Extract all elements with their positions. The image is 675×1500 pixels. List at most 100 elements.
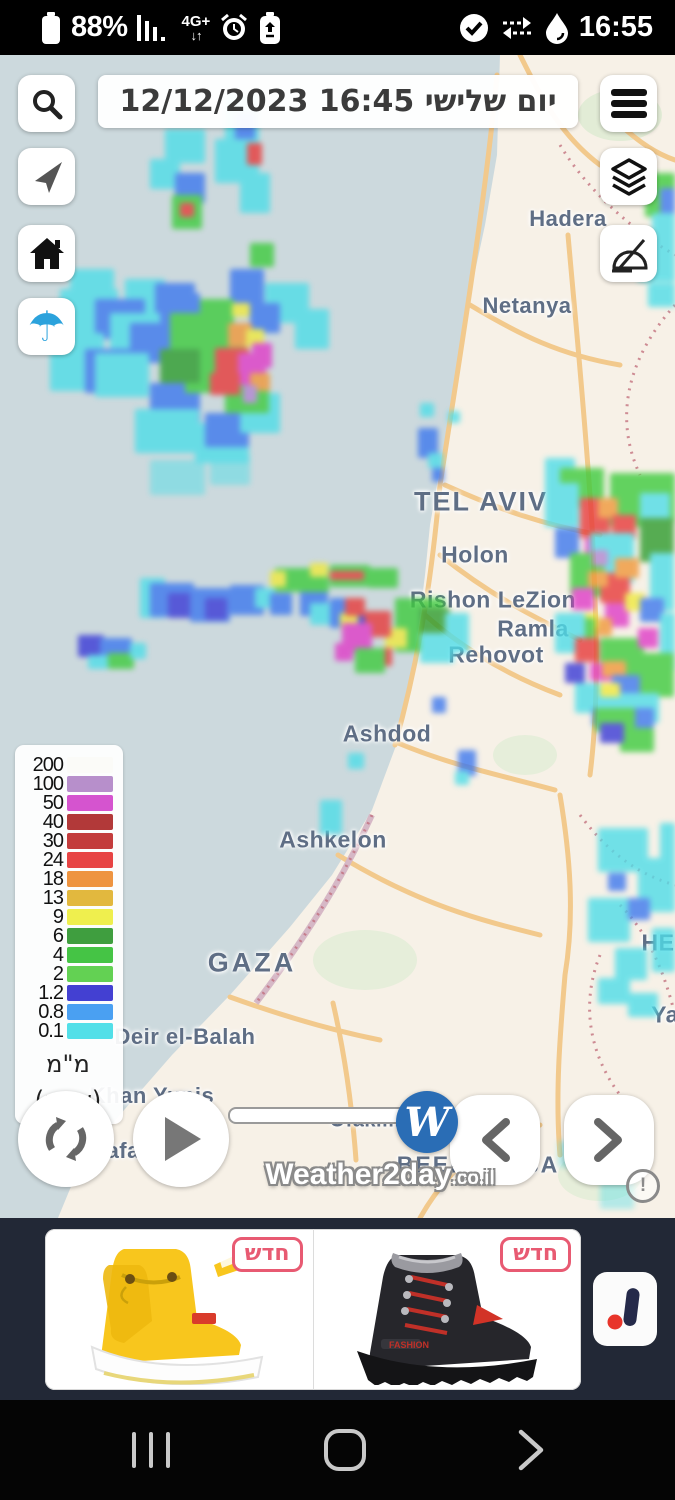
data-sync-icon [499,14,535,42]
legend-swatch [67,794,113,811]
legend-row: 30 [21,829,115,852]
watermark: Weather2day.co.il [230,1158,530,1192]
ad-product-yellow-boots[interactable]: חדש [45,1229,313,1390]
navigation-arrow-icon [34,161,62,193]
legend-value: 200 [32,753,64,776]
city-label: Deir el-Balah [114,1024,256,1049]
legend-row: 100 [21,774,115,794]
legend-row: 40 [21,810,115,833]
hamburger-menu-icon [610,88,647,118]
legend-value: 13 [42,886,64,909]
measure-button[interactable] [600,225,657,282]
ad-banner[interactable]: חדש חדש [0,1218,675,1400]
home-button[interactable] [18,225,75,282]
chevron-right-icon [594,1118,622,1162]
city-label: Ashdod [342,720,432,747]
back-button[interactable] [517,1429,545,1471]
home-nav-button[interactable] [323,1428,367,1472]
joom-logo-icon [607,1288,640,1330]
weather2day-logo: W [396,1091,458,1153]
legend-swatch [67,927,113,944]
legend-value: 0.1 [38,1019,64,1042]
legend-swatch [67,832,113,849]
legend-value: 2 [52,962,64,985]
watermark-main: Weather2day [265,1158,452,1191]
legend-row: 13 [21,886,115,909]
watermark-suffix: .co.il [451,1168,495,1189]
legend-value: 24 [42,848,64,871]
umbrella-icon: ☂ [27,301,66,351]
legend-row: 2 [21,962,115,985]
legend-row: 50 [21,793,115,813]
datetime-header[interactable]: 12/12/2023 16:45 יום שלישי [98,75,578,128]
city-label: GAZA [207,947,297,978]
new-badge: חדש [500,1237,571,1272]
info-button[interactable]: ! [626,1169,660,1203]
check-circle-icon [458,12,490,44]
alarm-clock-icon [219,13,249,43]
network-arrows: ↓↑ [190,27,202,43]
city-label: Ashkelon [279,826,387,853]
legend-value: 4 [52,943,64,966]
legend-swatch [67,946,113,963]
legend-swatch [67,851,113,868]
protractor-icon [611,238,648,272]
legend-row: 4 [21,943,115,966]
legend-row: 9 [21,907,115,927]
play-button[interactable] [133,1091,229,1187]
my-location-button[interactable] [18,148,75,205]
refresh-button[interactable] [18,1091,114,1187]
city-label: Rehovot [448,641,544,668]
legend-unit-mm: מ"מ [46,1050,90,1078]
rain-layer-button[interactable]: ☂ [18,298,75,355]
legend-row: 1.2 [21,981,115,1004]
new-badge: חדש [231,1237,303,1272]
legend-swatch [67,813,113,830]
previous-frame-button[interactable] [450,1095,540,1185]
signal-bars-icon [136,13,171,43]
next-frame-button[interactable] [564,1095,654,1185]
legend-row: 24 [21,848,115,871]
legend-value: 1.2 [38,981,64,1004]
recents-button[interactable] [130,1431,172,1469]
city-label: Hadera [529,206,607,231]
city-label: TEL AVIV [413,486,549,517]
play-icon [165,1117,201,1161]
legend-value: 40 [42,810,64,833]
search-button[interactable] [18,75,75,132]
ad-product-black-boots[interactable]: חדש FASHION [312,1229,582,1390]
battery-saver-icon [258,11,282,44]
legend-value: 30 [42,829,64,852]
legend-swatch [67,965,113,982]
city-label: Ya [651,1001,675,1028]
legend-swatch [67,984,113,1001]
city-label: Netanya [482,293,572,318]
svg-text:FASHION: FASHION [389,1340,429,1350]
menu-button[interactable] [600,75,657,132]
radar-map[interactable]: Hadera Netanya TEL AVIV Holon Rishon LeZion R… [0,55,675,1218]
legend-swatch [67,870,113,887]
network-type-indicator: 4G+ ↓↑ [182,14,211,42]
city-label: Holon [441,541,509,568]
search-icon [32,89,62,119]
city-label: Rishon LeZion [409,586,577,613]
water-drop-icon [544,12,570,44]
legend-row: 200 [21,753,115,776]
datetime-label: 12/12/2023 16:45 יום שלישי [119,84,557,119]
refresh-icon [45,1117,87,1161]
network-type: 4G+ [181,12,211,30]
legend-value: 18 [42,867,64,890]
legend-swatch [67,908,113,925]
info-exclamation: ! [639,1175,647,1196]
legend-swatch [67,775,113,792]
city-label: Ramla [497,615,569,642]
home-icon [29,237,64,269]
ad-products-panel[interactable]: חדש חדש [45,1229,581,1390]
legend-row: 6 [21,926,115,946]
legend-row: 18 [21,867,115,890]
legend-swatch [67,889,113,906]
black-boots-image: FASHION [357,1252,538,1385]
legend-swatch [67,756,113,773]
ad-brand-logo[interactable] [593,1272,657,1346]
layers-button[interactable] [600,148,657,205]
